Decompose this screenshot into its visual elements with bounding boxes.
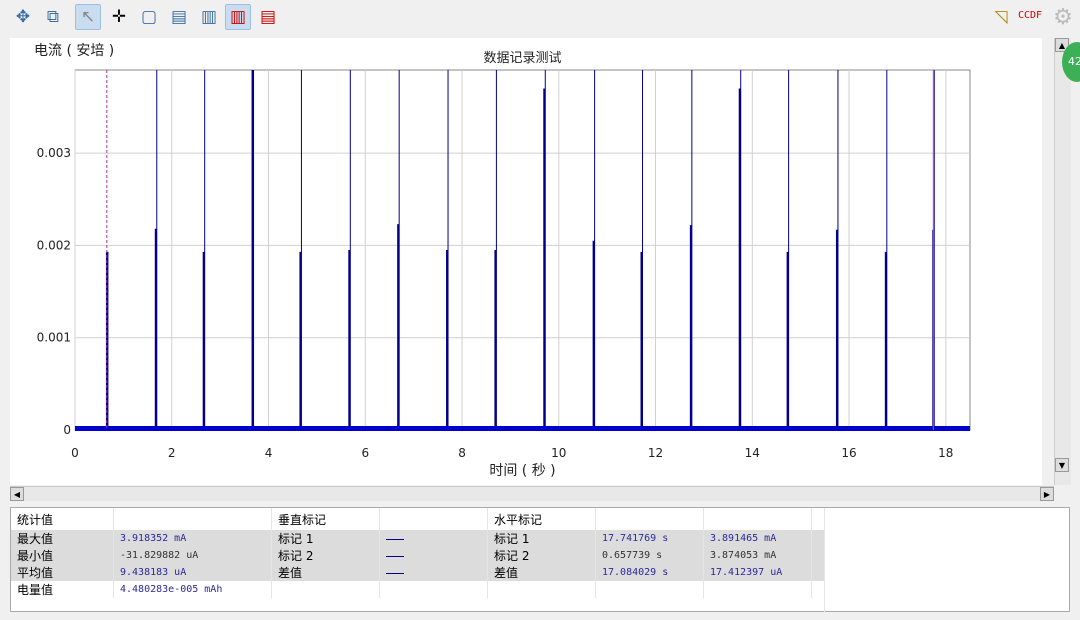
table-cell: 标记 2 [487,547,596,564]
table-cell: 3.874053 mA [703,547,812,564]
zoom-window-icon[interactable]: ⧉ [46,7,60,27]
move-icon[interactable]: ✛ [111,7,127,27]
table-cell: 17.741769 s [595,530,704,547]
pointer-icon[interactable]: ↖ [75,4,101,30]
table-cell: 最大值 [11,530,114,547]
table-cell: 标记 1 [487,530,596,547]
marker-line-swatch [379,530,488,547]
x-tick-label: 12 [648,446,663,460]
header-cell [113,508,272,530]
x-tick-label: 8 [458,446,466,460]
horizontal-marker-icon[interactable]: ▤ [259,7,277,27]
zoom-horizontal-icon[interactable]: ▤ [170,7,188,27]
table-cell: 3.891465 mA [703,530,812,547]
statistics-table: 统计值 垂直标记 水平标记 最大值 3.918352 mA 标记 1 标记 1 17.7417… [10,507,1070,612]
table-row: 最大值 3.918352 mA 标记 1 标记 1 17.741769 s 3.89146… [11,530,825,547]
y-tick-label: 0.003 [37,146,71,160]
x-tick-label: 14 [745,446,760,460]
chart-svg: 0 0.001 0.002 0.003 0 2 4 6 8 10 12 14 16 18 数据记录测试 电流 … [34,43,971,479]
table-cell [703,581,812,598]
table-row: 平均值 9.438183 uA 差值 差值 17.084029 s 17.412397 u… [11,564,825,581]
x-tick-label: 6 [361,446,369,460]
table-row: 电量值 4.480283e-005 mAh [11,581,825,598]
header-cell: 水平标记 [487,508,596,530]
zoom-fit-icon[interactable]: ✥ [15,7,31,27]
table-cell: 平均值 [11,564,114,581]
chart-title: 数据记录测试 [483,51,561,66]
table-cell [379,581,488,598]
table-cell [271,581,380,598]
x-axis-label: 时间 ( 秒 ) [489,463,555,479]
header-cell: 垂直标记 [271,508,380,530]
baseline-current [75,426,970,431]
scroll-left-button[interactable]: ◀ [10,487,24,501]
y-tick-label: 0 [63,423,71,437]
table-cell: 标记 1 [271,530,380,547]
table-cell: -31.829882 uA [113,547,272,564]
y-tick-label: 0.001 [37,331,71,345]
table-cell: 电量值 [11,581,114,598]
chart-panel[interactable]: 0 0.001 0.002 0.003 0 2 4 6 8 10 12 14 16 18 数据记录测试 电流 … [10,38,1042,485]
horizontal-scrollbar[interactable]: ◀ ▶ [10,486,1054,501]
line-swatch [386,538,404,540]
table-cell: 差值 [271,564,380,581]
table-cell [487,581,596,598]
zoom-vertical-icon[interactable]: ▥ [200,7,218,27]
table-cell: 标记 2 [271,547,380,564]
x-tick-label: 0 [71,446,79,460]
zoom-box-icon[interactable]: ▢ [140,7,158,27]
table-cell: 17.412397 uA [703,564,812,581]
x-tick-label: 10 [551,446,566,460]
line-swatch [386,572,404,574]
settings-gear-icon[interactable]: ⚙ [1053,4,1073,30]
table-cell: 最小值 [11,547,114,564]
y-tick-label: 0.002 [37,238,71,252]
table-cell [595,581,704,598]
x-tick-label: 4 [265,446,273,460]
table-cell: 差值 [487,564,596,581]
x-tick-label: 18 [938,446,953,460]
y-axis-label: 电流 ( 安培 ) [34,43,114,59]
scroll-right-button[interactable]: ▶ [1040,487,1054,501]
stats-header-row: 统计值 垂直标记 水平标记 [11,508,825,530]
table-cell: 17.084029 s [595,564,704,581]
vertical-scrollbar[interactable]: ▲ ▼ [1054,38,1071,485]
scroll-down-button[interactable]: ▼ [1055,458,1069,472]
header-cell [595,508,704,530]
marker-line-swatch [379,564,488,581]
ccdf-chart-icon[interactable]: ◹ [994,7,1008,27]
x-tick-label: 16 [841,446,856,460]
header-cell: 统计值 [11,508,114,530]
vertical-marker-icon[interactable]: ▥ [225,4,251,30]
table-cell: 0.657739 s [595,547,704,564]
marker-line-swatch [379,547,488,564]
table-cell: 9.438183 uA [113,564,272,581]
plot-area [74,69,971,431]
table-row: 最小值 -31.829882 uA 标记 2 标记 2 0.657739 s 3.8740… [11,547,825,564]
table-cell: 4.480283e-005 mAh [113,581,272,598]
x-tick-label: 2 [168,446,176,460]
table-cell: 3.918352 mA [113,530,272,547]
line-swatch [386,555,404,557]
ccdf-button[interactable]: CCDF [1018,10,1043,21]
header-cell [379,508,488,530]
badge[interactable]: 42 [1062,42,1080,82]
header-cell [703,508,812,530]
